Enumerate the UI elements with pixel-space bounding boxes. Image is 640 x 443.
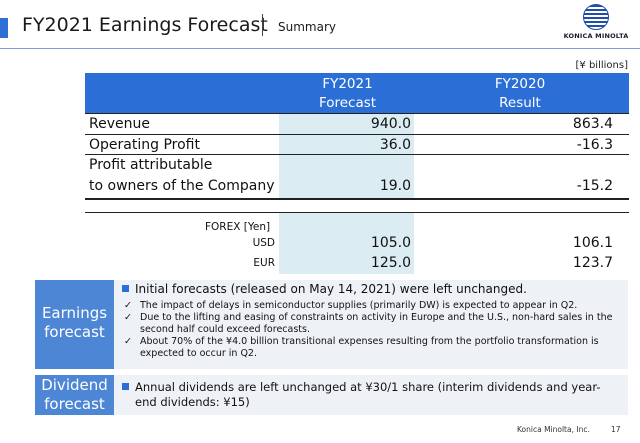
table-bottom-rule — [85, 198, 629, 200]
checkmark-icon: ✓ — [124, 312, 132, 323]
list-item: ✓ The impact of delays in semiconductor s… — [122, 300, 622, 312]
check-text: About 70% of the ¥4.0 billion transition… — [140, 336, 599, 359]
table-row-usd: USD 105.0 106.1 — [85, 232, 629, 254]
result-value: 123.7 — [572, 255, 613, 271]
check-text: Due to the lifting and easing of constra… — [140, 312, 613, 335]
result-value: -15.2 — [576, 178, 613, 194]
footer-company: Konica Minolta, Inc. — [517, 425, 590, 434]
forecast-value: 19.0 — [379, 178, 411, 194]
header-result-label: Result — [499, 95, 541, 111]
forecast-value: 125.0 — [370, 255, 411, 271]
row-label: Profit attributable — [89, 157, 213, 173]
earnings-forecast-body: Initial forecasts (released on May 14, 2… — [114, 280, 628, 369]
row-label-line2: to owners of the Company — [89, 178, 275, 194]
header-forecast: FY2021 Forecast — [280, 73, 415, 113]
square-bullet-icon — [122, 285, 129, 292]
dividend-label-line1: Dividend — [41, 376, 108, 394]
row-divider — [85, 154, 629, 155]
dividend-label-line2: forecast — [44, 395, 105, 413]
earnings-forecast-label: Earnings forecast — [35, 280, 114, 369]
table-row-eur: EUR 125.0 123.7 — [85, 252, 629, 274]
header-forecast-label: Forecast — [318, 95, 377, 111]
earnings-main-text: Initial forecasts (released on May 14, 2… — [135, 282, 527, 296]
earnings-label-line2: forecast — [44, 323, 105, 341]
result-value: 863.4 — [572, 116, 613, 132]
forecast-column-shade-forex — [279, 212, 414, 274]
forecast-value: 105.0 — [370, 235, 411, 251]
dividend-forecast-body: Annual dividends are left unchanged at ¥… — [114, 375, 628, 415]
checkmark-icon: ✓ — [124, 300, 132, 311]
title-rule — [0, 48, 640, 49]
table-header: FY2021 Forecast FY2020 Result — [85, 73, 629, 113]
page-title: FY2021 Earnings Forecast — [22, 14, 268, 36]
forex-header: FOREX [Yen] — [205, 221, 271, 233]
list-item: ✓ Due to the lifting and easing of constr… — [122, 312, 622, 336]
square-bullet-icon — [122, 383, 129, 390]
page-subtitle: Summary — [278, 20, 336, 34]
earnings-label-line1: Earnings — [41, 304, 108, 322]
forecast-column-shade — [279, 113, 414, 199]
forex-top-rule — [85, 212, 629, 213]
row-label: Revenue — [89, 116, 150, 132]
page-number: 17 — [611, 425, 621, 434]
checkmark-icon: ✓ — [124, 336, 132, 347]
currency-label: EUR — [253, 257, 275, 269]
forecast-value: 940.0 — [370, 116, 411, 132]
dividend-forecast-label: Dividend forecast — [35, 375, 114, 415]
row-divider — [85, 113, 629, 114]
table-row-operating-profit: Operating Profit 36.0 -16.3 — [85, 135, 629, 156]
earnings-main-bullet: Initial forecasts (released on May 14, 2… — [122, 282, 527, 297]
table-row-profit-attributable: Profit attributable to owners of the Com… — [85, 155, 629, 199]
title-separator — [262, 14, 263, 36]
header-result: FY2020 Result — [420, 73, 620, 113]
forecast-value: 36.0 — [379, 137, 411, 153]
title-accent-bar — [0, 18, 8, 38]
row-divider — [85, 134, 629, 135]
check-text: The impact of delays in semiconductor su… — [140, 300, 578, 311]
company-logo: KONICA MINOLTA — [560, 4, 632, 44]
earnings-check-list: ✓ The impact of delays in semiconductor s… — [122, 300, 622, 360]
dividend-text-line1: Annual dividends are left unchanged at ¥… — [135, 380, 601, 394]
konica-minolta-globe-icon — [583, 4, 609, 30]
table-row-revenue: Revenue 940.0 863.4 — [85, 114, 629, 135]
currency-label: USD — [252, 237, 275, 249]
result-value: -16.3 — [576, 137, 613, 153]
dividend-main-bullet: Annual dividends are left unchanged at ¥… — [122, 380, 600, 410]
header-result-year: FY2020 — [494, 76, 546, 92]
dividend-text-line2: end dividends: ¥15) — [135, 395, 250, 409]
list-item: ✓ About 70% of the ¥4.0 billion transitio… — [122, 336, 622, 360]
title-bar: FY2021 Earnings Forecast Summary KONICA … — [0, 0, 640, 52]
result-value: 106.1 — [572, 235, 613, 251]
row-label: Operating Profit — [89, 137, 200, 153]
header-forecast-year: FY2021 — [322, 76, 373, 92]
logo-wordmark: KONICA MINOLTA — [563, 32, 629, 40]
unit-note: [¥ billions] — [575, 60, 628, 71]
